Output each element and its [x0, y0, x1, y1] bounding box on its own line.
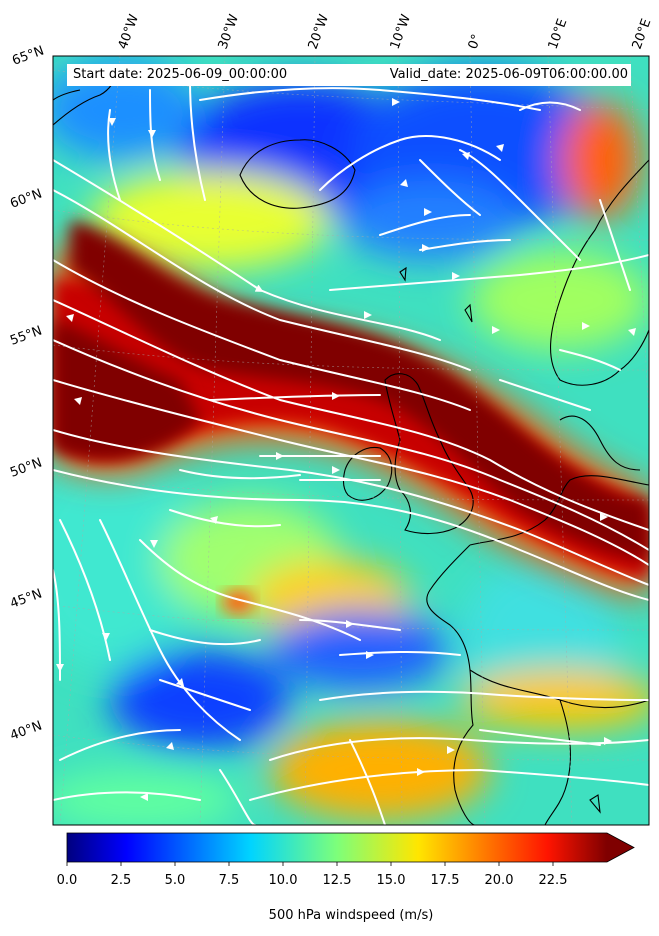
date-header: Start date: 2025-06-09_00:00:00 Valid_da…: [67, 64, 631, 86]
colorbar-tick-label: 10.0: [269, 873, 298, 888]
lat-label: 45°N: [8, 586, 44, 611]
lat-label: 55°N: [8, 323, 44, 348]
lon-label: 10°W: [388, 12, 414, 51]
lon-label: 0°: [466, 32, 485, 51]
colorbar-tick-label: 2.5: [111, 873, 132, 888]
lat-label: 50°N: [8, 455, 44, 480]
jet-stream: [53, 220, 649, 614]
streamline-arrows: [56, 98, 636, 801]
colorbar-tick-label: 20.0: [485, 873, 514, 888]
colorbar: 0.0 2.5 5.0 7.5 10.0 12.5 15.0 17.5 20.0 22.5 500…: [57, 832, 635, 923]
colorbar-label: 500 hPa windspeed (m/s): [269, 908, 434, 923]
wind-map: [53, 56, 649, 825]
latitude-labels: 65°N 60°N 55°N 50°N 45°N 40°N: [8, 43, 46, 743]
colorbar-tick-label: 17.5: [431, 873, 460, 888]
start-date: Start date: 2025-06-09_00:00:00: [73, 67, 288, 82]
lon-label: 20°E: [630, 17, 655, 52]
lon-label: 20°W: [306, 12, 332, 51]
colorbar-extend-arrow: [607, 833, 634, 862]
colorbar-tick-label: 15.0: [377, 873, 406, 888]
valid-date: Valid_date: 2025-06-09T06:00:00.00: [389, 67, 628, 82]
map-frame: [52, 55, 650, 826]
longitude-labels: 40°W 30°W 20°W 10°W 0° 10°E 20°E: [116, 12, 655, 51]
lon-label: 10°E: [546, 17, 571, 52]
colorbar-tick-label: 0.0: [57, 873, 78, 888]
lon-label: 30°W: [216, 12, 242, 51]
colorbar-gradient: [67, 833, 607, 862]
lon-label: 40°W: [116, 12, 142, 51]
lat-label: 40°N: [8, 718, 44, 743]
colorbar-tick-label: 22.5: [539, 873, 568, 888]
lat-label: 65°N: [10, 43, 46, 68]
streamlines: [53, 79, 649, 825]
colorbar-tick-label: 5.0: [165, 873, 186, 888]
lat-label: 60°N: [8, 186, 44, 211]
coastlines: [53, 69, 649, 825]
colorbar-tick-label: 7.5: [219, 873, 240, 888]
colorbar-outline: [66, 832, 635, 863]
windspeed-field: [53, 60, 649, 825]
colorbar-tick-label: 12.5: [323, 873, 352, 888]
